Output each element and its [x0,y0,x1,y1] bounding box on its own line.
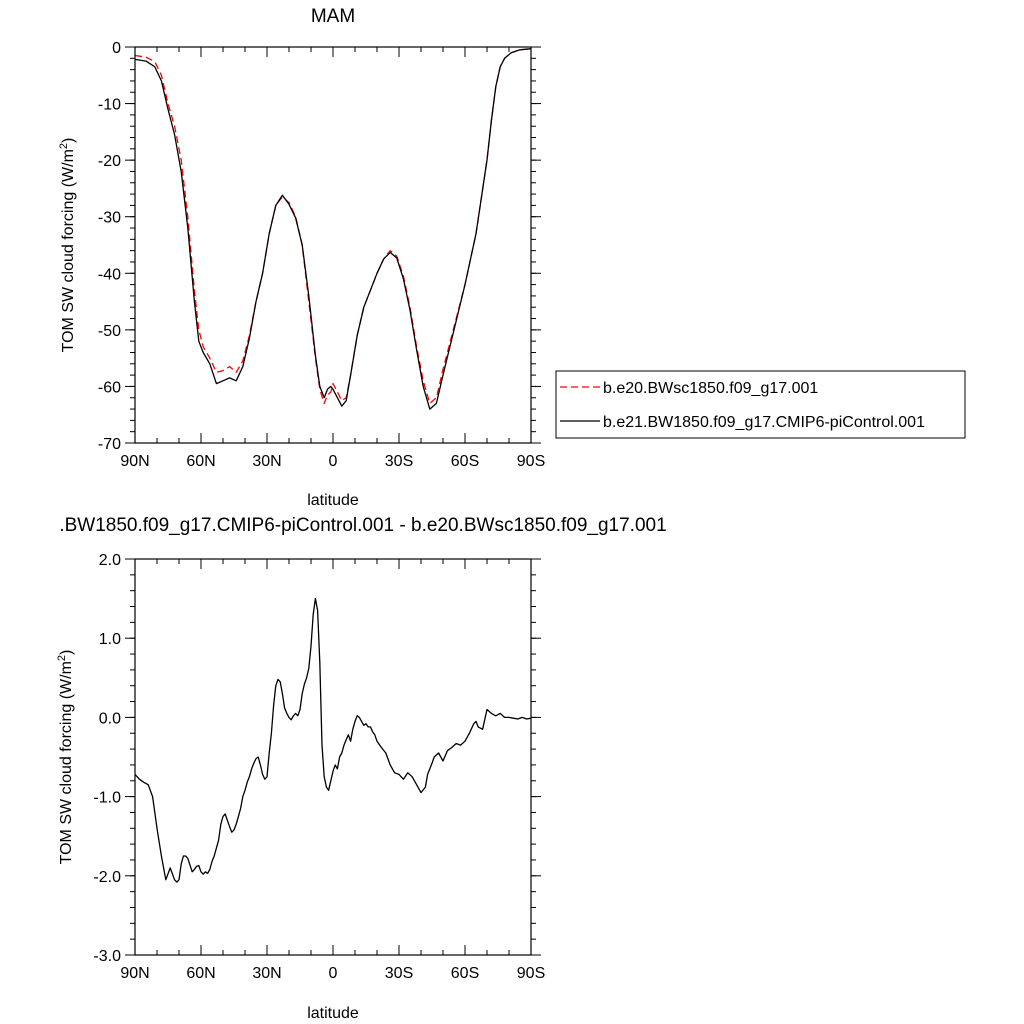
y-tick-label: -1.0 [93,790,121,807]
top-chart-frame [134,46,532,444]
y-tick-label: -20 [98,153,121,170]
top-chart-ticks: 90N 60N 30N 0 30S 60S 90S 0 -10 -20 -30 -40 -50 -60 -7… [98,40,545,470]
x-tick-label: 0 [329,965,338,982]
bottom-chart: .BW1850.f09_g17.CMIP6-piControl.001 - b.… [56,515,667,1022]
y-tick-label: 0 [112,40,121,57]
x-tick-label: 0 [329,453,338,470]
x-tick-label: 30N [252,965,281,982]
y-tick-label: -60 [98,379,121,396]
bottom-chart-lines [134,597,532,883]
x-tick-label: 90N [120,965,149,982]
x-tick-label: 90S [517,965,545,982]
x-tick-label: 60S [451,453,479,470]
y-tick-label: 2.0 [99,552,121,569]
top-chart: MAM 90N 60N 30N 0 30S 60S 90S 0 -10 -20 -30 -40 -50 -… [58,6,545,509]
bottom-chart-ticks: 90N 60N 30N 0 30S 60S 90S 2.0 1.0 0.0 -1.0 -2.0 -3.0 [93,552,545,982]
legend-box [555,370,966,439]
y-tick-label: 0.0 [99,710,121,727]
y-tick-label: -10 [98,97,121,114]
legend-label-bw: b.e21.BW1850.f09_g17.CMIP6-piControl.001 [603,414,925,431]
y-tick-label: -2.0 [93,869,121,886]
y-tick-label: -3.0 [93,948,121,965]
y-tick-label: 1.0 [99,631,121,648]
y-tick-label: -40 [98,266,121,283]
series-line-bw [134,48,532,410]
x-tick-label: 60S [451,965,479,982]
x-tick-label: 30N [252,453,281,470]
y-tick-label: -30 [98,210,121,227]
y-tick-label: -70 [98,436,121,453]
bottom-chart-frame [134,558,532,956]
bottom-chart-title: .BW1850.f09_g17.CMIP6-piControl.001 - b.… [59,515,666,536]
x-tick-label: 30S [385,453,413,470]
bottom-chart-ylabel: TOM SW cloud forcing (W/m2) [56,650,75,865]
legend-label-bwsc: b.e20.BWsc1850.f09_g17.001 [603,380,818,397]
y-tick-label: -50 [98,323,121,340]
x-tick-label: 90S [517,453,545,470]
top-chart-title: MAM [311,6,355,27]
x-tick-label: 60N [186,453,215,470]
bottom-chart-xlabel: latitude [307,1005,359,1022]
top-chart-xlabel: latitude [307,492,359,509]
x-tick-label: 60N [186,965,215,982]
top-chart-lines [134,48,532,410]
x-tick-label: 90N [120,453,149,470]
legend: b.e20.BWsc1850.f09_g17.001 b.e21.BW1850.… [555,370,966,439]
x-tick-label: 30S [385,965,413,982]
top-chart-ylabel: TOM SW cloud forcing (W/m2) [58,138,77,353]
series-line-difference [134,597,532,883]
series-line-bwsc [134,48,532,405]
